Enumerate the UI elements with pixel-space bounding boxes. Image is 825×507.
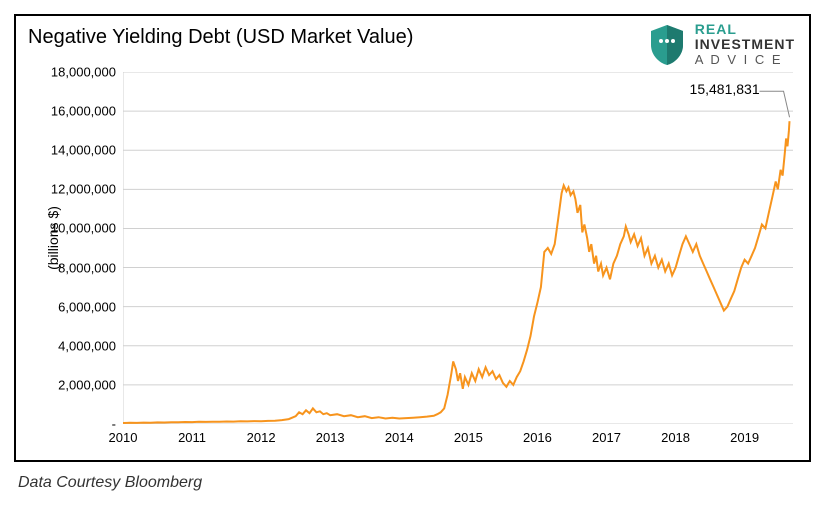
y-tick-label: 8,000,000 <box>58 260 116 275</box>
x-axis-ticks: 2010201120122013201420152016201720182019 <box>123 426 793 456</box>
y-tick-label: 14,000,000 <box>51 143 116 158</box>
y-tick-label: 4,000,000 <box>58 338 116 353</box>
brand-text: REAL INVESTMENT A D V I C E <box>695 22 795 67</box>
x-tick-label: 2011 <box>178 430 206 445</box>
brand-line3: A D V I C E <box>695 53 795 67</box>
chart-frame: Negative Yielding Debt (USD Market Value… <box>14 14 811 462</box>
footer-attribution: Data Courtesy Bloomberg <box>18 474 202 492</box>
x-tick-label: 2019 <box>730 430 759 445</box>
plot-area: 15,481,831 <box>123 72 793 424</box>
brand-line1: REAL <box>695 22 795 37</box>
x-tick-label: 2016 <box>523 430 552 445</box>
x-tick-label: 2014 <box>385 430 414 445</box>
x-tick-label: 2017 <box>592 430 621 445</box>
y-tick-label: 18,000,000 <box>51 65 116 80</box>
y-tick-label: 2,000,000 <box>58 377 116 392</box>
y-tick-label: 10,000,000 <box>51 221 116 236</box>
x-tick-label: 2010 <box>109 430 138 445</box>
x-tick-label: 2018 <box>661 430 690 445</box>
x-tick-label: 2013 <box>316 430 345 445</box>
shield-icon <box>647 23 687 67</box>
y-axis-ticks: -2,000,0004,000,0006,000,0008,000,00010,… <box>16 72 120 424</box>
x-tick-label: 2015 <box>454 430 483 445</box>
brand-logo: REAL INVESTMENT A D V I C E <box>647 22 795 67</box>
y-tick-label: 6,000,000 <box>58 299 116 314</box>
x-tick-label: 2012 <box>247 430 276 445</box>
brand-line2: INVESTMENT <box>695 37 795 52</box>
callout-value: 15,481,831 <box>690 81 760 97</box>
y-tick-label: 16,000,000 <box>51 104 116 119</box>
y-tick-label: 12,000,000 <box>51 182 116 197</box>
chart-title: Negative Yielding Debt (USD Market Value… <box>28 26 413 49</box>
line-series <box>123 72 793 424</box>
